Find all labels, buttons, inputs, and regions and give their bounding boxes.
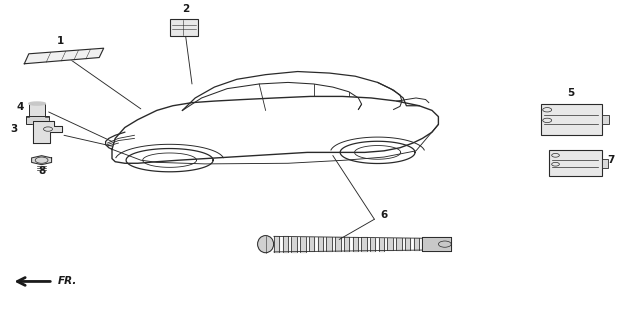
Text: 2: 2 <box>182 4 189 14</box>
Bar <box>422 237 451 251</box>
Bar <box>274 236 280 252</box>
FancyBboxPatch shape <box>549 150 602 176</box>
Bar <box>335 237 340 251</box>
Bar <box>379 238 384 251</box>
Polygon shape <box>24 48 104 64</box>
Bar <box>300 237 306 252</box>
Bar <box>422 238 428 250</box>
Bar <box>387 238 393 250</box>
Polygon shape <box>33 121 62 143</box>
Bar <box>291 237 297 252</box>
FancyBboxPatch shape <box>541 104 602 135</box>
Text: 4: 4 <box>17 102 24 112</box>
Bar <box>309 237 314 252</box>
Text: 1: 1 <box>57 35 65 45</box>
Ellipse shape <box>258 236 274 253</box>
Polygon shape <box>31 156 52 165</box>
Text: 5: 5 <box>567 88 575 98</box>
Text: 6: 6 <box>380 210 388 220</box>
FancyBboxPatch shape <box>602 115 609 124</box>
Text: 3: 3 <box>11 124 18 134</box>
Bar <box>370 238 376 251</box>
Bar <box>344 237 349 251</box>
Text: 8: 8 <box>38 166 45 176</box>
Bar <box>317 237 323 251</box>
FancyBboxPatch shape <box>170 19 198 36</box>
Bar <box>283 236 288 252</box>
FancyBboxPatch shape <box>29 104 45 117</box>
FancyBboxPatch shape <box>26 116 49 124</box>
Bar <box>353 237 358 251</box>
Bar <box>413 238 419 250</box>
Bar <box>405 238 410 250</box>
Ellipse shape <box>29 102 45 105</box>
Bar <box>361 238 367 251</box>
Text: 7: 7 <box>607 155 615 165</box>
Bar <box>396 238 402 250</box>
Bar <box>326 237 332 251</box>
FancyBboxPatch shape <box>602 159 608 168</box>
Text: FR.: FR. <box>58 276 77 285</box>
